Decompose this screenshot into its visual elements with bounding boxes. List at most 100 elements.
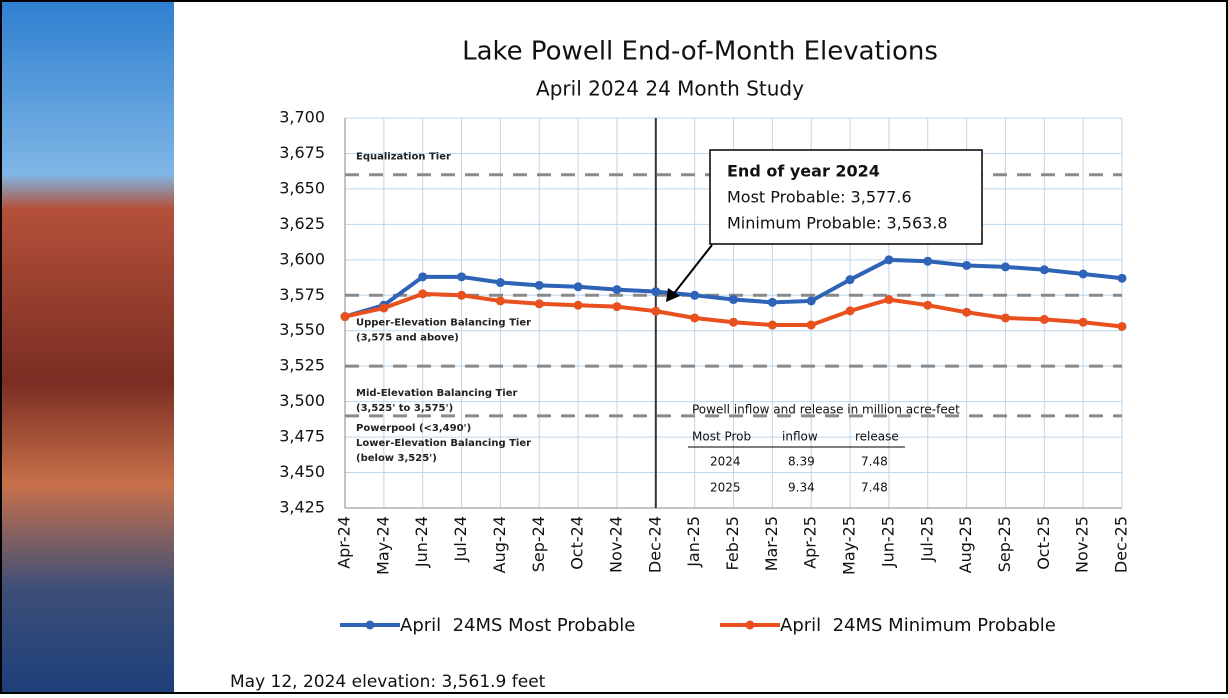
legend-label: April 24MS Minimum Probable: [780, 615, 1056, 636]
table-cell: 8.39: [788, 455, 815, 469]
y-tick-label: 3,650: [279, 178, 325, 197]
series-point: [534, 280, 544, 290]
series-point: [418, 289, 428, 299]
x-tick-label: Oct-24: [568, 516, 587, 570]
footer: May 12, 2024 elevation: 3,561.9 feet: [230, 672, 546, 692]
series-point: [457, 272, 467, 282]
x-tick-label: Oct-25: [1034, 516, 1053, 570]
x-tick-label: Nov-24: [606, 516, 625, 573]
y-tick-label: 3,500: [279, 391, 325, 410]
x-tick-label: Mar-25: [762, 516, 781, 571]
table-cell: 2025: [710, 481, 741, 495]
x-tick-label: Jul-25: [917, 516, 936, 562]
series-point: [962, 260, 972, 270]
annotation-arrow: [671, 244, 713, 297]
series-point: [806, 296, 816, 306]
tier-label: Lower-Elevation Balancing Tier: [356, 438, 531, 449]
tier-label: Powerpool (<3,490'): [356, 423, 471, 434]
series-point: [884, 295, 894, 305]
legend-marker: [745, 620, 755, 630]
table-header: inflow: [782, 430, 818, 444]
chart-subtitle: April 2024 24 Month Study: [536, 77, 804, 101]
x-tick-label: Nov-25: [1073, 516, 1092, 573]
table-cell: 2024: [710, 455, 741, 469]
annotation-box: [709, 149, 983, 245]
x-tick-label: Apr-24: [335, 516, 354, 569]
series-point: [340, 312, 350, 322]
table-cell: 7.48: [861, 481, 888, 495]
y-tick-label: 3,575: [279, 285, 325, 304]
series-point: [534, 299, 544, 309]
y-tick-label: 3,425: [279, 498, 325, 517]
y-tick-label: 3,625: [279, 214, 325, 233]
series-point: [1000, 313, 1010, 323]
series-point: [690, 290, 700, 300]
legend-marker: [365, 620, 375, 630]
series-point: [845, 275, 855, 285]
x-tick-label: Aug-25: [956, 516, 975, 573]
series-point: [612, 285, 622, 295]
x-tick-label: Feb-25: [723, 516, 742, 570]
series-point: [651, 306, 661, 316]
table-header: Most Prob: [692, 430, 751, 444]
x-tick-label: Dec-24: [645, 516, 664, 573]
series-point: [767, 297, 777, 307]
annotation-line: Minimum Probable: 3,563.8: [727, 214, 948, 233]
annotation-line: Most Probable: 3,577.6: [727, 188, 912, 207]
y-tick-label: 3,525: [279, 356, 325, 375]
series-point: [573, 282, 583, 292]
series-point: [1039, 314, 1049, 324]
y-tick-label: 3,550: [279, 320, 325, 339]
series-point: [418, 272, 428, 282]
series-point: [806, 320, 816, 330]
series-point: [845, 306, 855, 316]
y-tick-label: 3,475: [279, 427, 325, 446]
series-point: [457, 290, 467, 300]
chart-title: Lake Powell End-of-Month Elevations: [462, 37, 938, 67]
x-tick-label: Dec-25: [1112, 516, 1131, 573]
tier-sublabel: (3,525' to 3,575'): [356, 403, 453, 414]
series-point: [1078, 317, 1088, 327]
x-tick-label: May-25: [840, 516, 859, 575]
x-tick-label: Apr-25: [801, 516, 820, 569]
x-tick-label: Aug-24: [490, 516, 509, 573]
tier-label: Mid-Elevation Balancing Tier: [356, 388, 517, 399]
canyon-photo: [2, 2, 174, 692]
annotation-arrowhead: [666, 288, 680, 302]
series-point: [1039, 265, 1049, 275]
x-tick-label: Sep-24: [529, 516, 548, 572]
table-cell: 7.48: [861, 455, 888, 469]
series-point: [612, 302, 622, 312]
x-tick-label: Jan-25: [684, 516, 703, 568]
series-point: [1117, 273, 1127, 283]
x-tick-label: Jun-24: [412, 516, 431, 568]
series-point: [729, 295, 738, 305]
table-title: Powell inflow and release in million acr…: [692, 403, 960, 417]
series-point: [1078, 269, 1088, 279]
tier-label: Upper-Elevation Balancing Tier: [356, 317, 531, 328]
tier-sublabel: (3,575 and above): [356, 332, 459, 343]
table-cell: 9.34: [788, 481, 815, 495]
series-point: [495, 296, 505, 306]
series-point: [573, 300, 583, 310]
y-tick-label: 3,600: [279, 249, 325, 268]
series-point: [729, 317, 738, 327]
series-point: [884, 255, 894, 265]
series-point: [1117, 321, 1127, 331]
tier-sublabel: (below 3,525'): [356, 453, 437, 464]
y-tick-label: 3,450: [279, 462, 325, 481]
series-point: [923, 256, 933, 266]
tier-label: Equalization Tier: [356, 152, 451, 163]
series-point: [767, 320, 777, 330]
x-tick-label: Sep-25: [995, 516, 1014, 572]
x-tick-label: Jun-25: [878, 516, 897, 568]
series-point: [379, 303, 389, 313]
y-tick-label: 3,700: [279, 108, 325, 127]
table-header: release: [855, 430, 899, 444]
x-tick-label: Jul-24: [451, 516, 470, 562]
y-tick-label: 3,675: [279, 143, 325, 162]
x-tick-label: May-24: [373, 516, 392, 575]
series-point: [962, 307, 972, 317]
